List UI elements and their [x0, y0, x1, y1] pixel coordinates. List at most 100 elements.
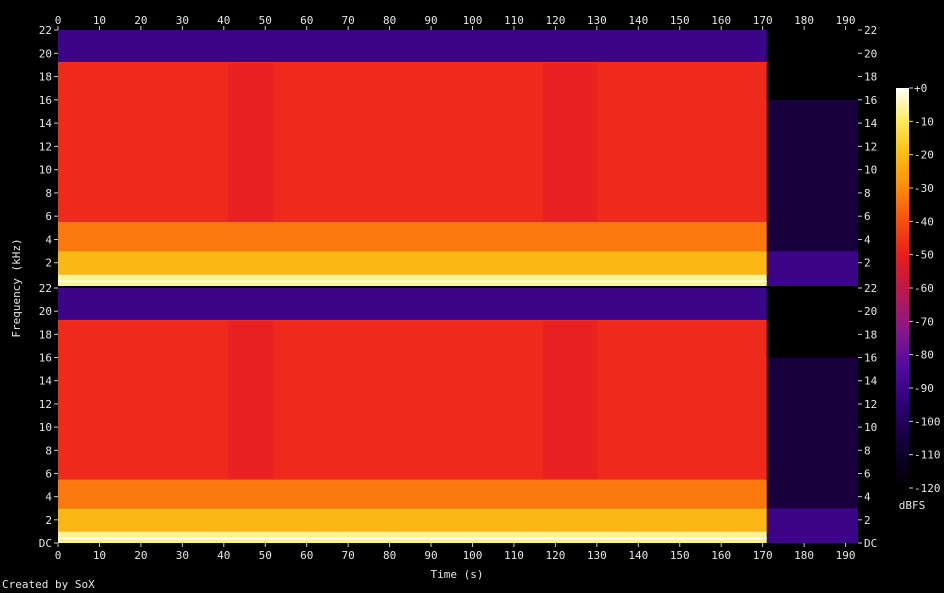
x-tick-label: 180 — [794, 14, 814, 27]
x-tick-label: 80 — [383, 549, 396, 562]
x-tick-label: 150 — [670, 549, 690, 562]
y-tick-label: 14 — [864, 375, 878, 388]
colorbar-tick-label: -40 — [914, 215, 934, 228]
y-tick-label: 8 — [864, 444, 871, 457]
colorbar-tick-label: -20 — [914, 149, 934, 162]
y-tick-label: 20 — [864, 47, 877, 60]
y-tick-label: 12 — [39, 398, 52, 411]
spectral-region — [58, 62, 767, 222]
y-tick-label: 16 — [39, 352, 52, 365]
x-tick-label: 100 — [463, 549, 483, 562]
x-tick-label: 120 — [545, 14, 565, 27]
spectral-region — [58, 479, 767, 509]
x-tick-label: 80 — [383, 14, 396, 27]
colorbar-tick-label: -10 — [914, 115, 934, 128]
colorbar-tick-label: -70 — [914, 315, 934, 328]
y-tick-label: 2 — [45, 257, 52, 270]
colorbar-tick-label: -90 — [914, 382, 934, 395]
spectral-region — [766, 357, 858, 509]
x-tick-label: 130 — [587, 549, 607, 562]
colorbar-tick-label: -120 — [914, 482, 941, 495]
spectral-region — [766, 30, 858, 100]
y-tick-label: 14 — [39, 375, 53, 388]
y-tick-label: 20 — [864, 305, 877, 318]
spectral-region — [58, 320, 767, 480]
spectral-region — [58, 222, 767, 252]
quiet-segment — [542, 62, 597, 222]
y-tick-label: 18 — [39, 71, 52, 84]
x-tick-label: 110 — [504, 14, 524, 27]
x-tick-label: 60 — [300, 549, 313, 562]
colorbar-tick-label: -30 — [914, 182, 934, 195]
y-tick-label: 16 — [39, 94, 52, 107]
y-tick-label: 4 — [864, 491, 871, 504]
x-tick-label: 40 — [217, 14, 230, 27]
spectral-region — [58, 274, 767, 286]
x-tick-label: 30 — [176, 549, 189, 562]
y-tick-label: 16 — [864, 94, 877, 107]
x-tick-label: 20 — [134, 14, 147, 27]
x-tick-label: 170 — [753, 14, 773, 27]
x-tick-label: 50 — [259, 549, 272, 562]
spectral-region — [58, 508, 767, 532]
y-tick-label: 4 — [45, 491, 52, 504]
y-tick-label: DC — [864, 537, 877, 550]
x-axis-label: Time (s) — [431, 568, 484, 581]
y-tick-label: 18 — [39, 328, 52, 341]
x-tick-label: 40 — [217, 549, 230, 562]
x-tick-label: 70 — [342, 14, 355, 27]
spectrogram-panels — [58, 30, 858, 543]
credit-text: Created by SoX — [2, 578, 95, 591]
y-tick-label: 10 — [39, 421, 52, 434]
x-tick-label: 190 — [836, 549, 856, 562]
x-tick-label: 170 — [753, 549, 773, 562]
quiet-segment — [227, 62, 274, 222]
x-tick-label: 140 — [628, 549, 648, 562]
x-tick-label: 150 — [670, 14, 690, 27]
colorbar-tick-label: -100 — [914, 415, 941, 428]
colorbar-tick-label: -60 — [914, 282, 934, 295]
x-tick-label: 100 — [463, 14, 483, 27]
colorbar-ticks: +0 -10 -20 -30 -40 -50 -60 -70 -80 -90 -100 -110 -12… — [909, 82, 941, 495]
y-tick-label: 18 — [864, 328, 877, 341]
x-tick-label: 60 — [300, 14, 313, 27]
x-tick-label: 10 — [93, 14, 106, 27]
x-tick-label: 110 — [504, 549, 524, 562]
y-tick-label: 18 — [864, 71, 877, 84]
y-tick-label: DC — [39, 537, 52, 550]
spectral-region — [766, 99, 858, 252]
quiet-segment — [542, 320, 597, 480]
y-tick-label: 8 — [45, 187, 52, 200]
y-tick-label: 6 — [45, 467, 52, 480]
x-tick-label: 10 — [93, 549, 106, 562]
y-tick-label: 22 — [864, 24, 877, 37]
x-tick-label: 120 — [545, 549, 565, 562]
spectral-region — [766, 251, 858, 286]
x-tick-label: 0 — [55, 549, 62, 562]
y-tick-label: 10 — [39, 164, 52, 177]
x-tick-label: 20 — [134, 549, 147, 562]
spectral-region — [766, 508, 858, 543]
y-tick-label: 12 — [864, 140, 877, 153]
x-tick-label: 160 — [711, 549, 731, 562]
y-tick-label: 10 — [864, 421, 877, 434]
colorbar — [896, 88, 909, 488]
y-tick-label: 20 — [39, 47, 52, 60]
x-tick-label: 0 — [55, 14, 62, 27]
y-tick-label: 22 — [39, 24, 52, 37]
colorbar-tick-label: -50 — [914, 249, 934, 262]
colorbar-label: dBFS — [899, 499, 926, 512]
y-tick-label: 20 — [39, 305, 52, 318]
x-tick-label: 30 — [176, 14, 189, 27]
colorbar-tick-label: -110 — [914, 449, 941, 462]
spectral-region — [58, 288, 767, 321]
channel-panel — [58, 30, 858, 286]
colorbar-tick-label: -80 — [914, 349, 934, 362]
x-tick-label: 130 — [587, 14, 607, 27]
x-tick-label: 70 — [342, 549, 355, 562]
y-tick-label: 14 — [864, 117, 878, 130]
y-tick-label: 10 — [864, 164, 877, 177]
x-tick-label: 190 — [836, 14, 856, 27]
